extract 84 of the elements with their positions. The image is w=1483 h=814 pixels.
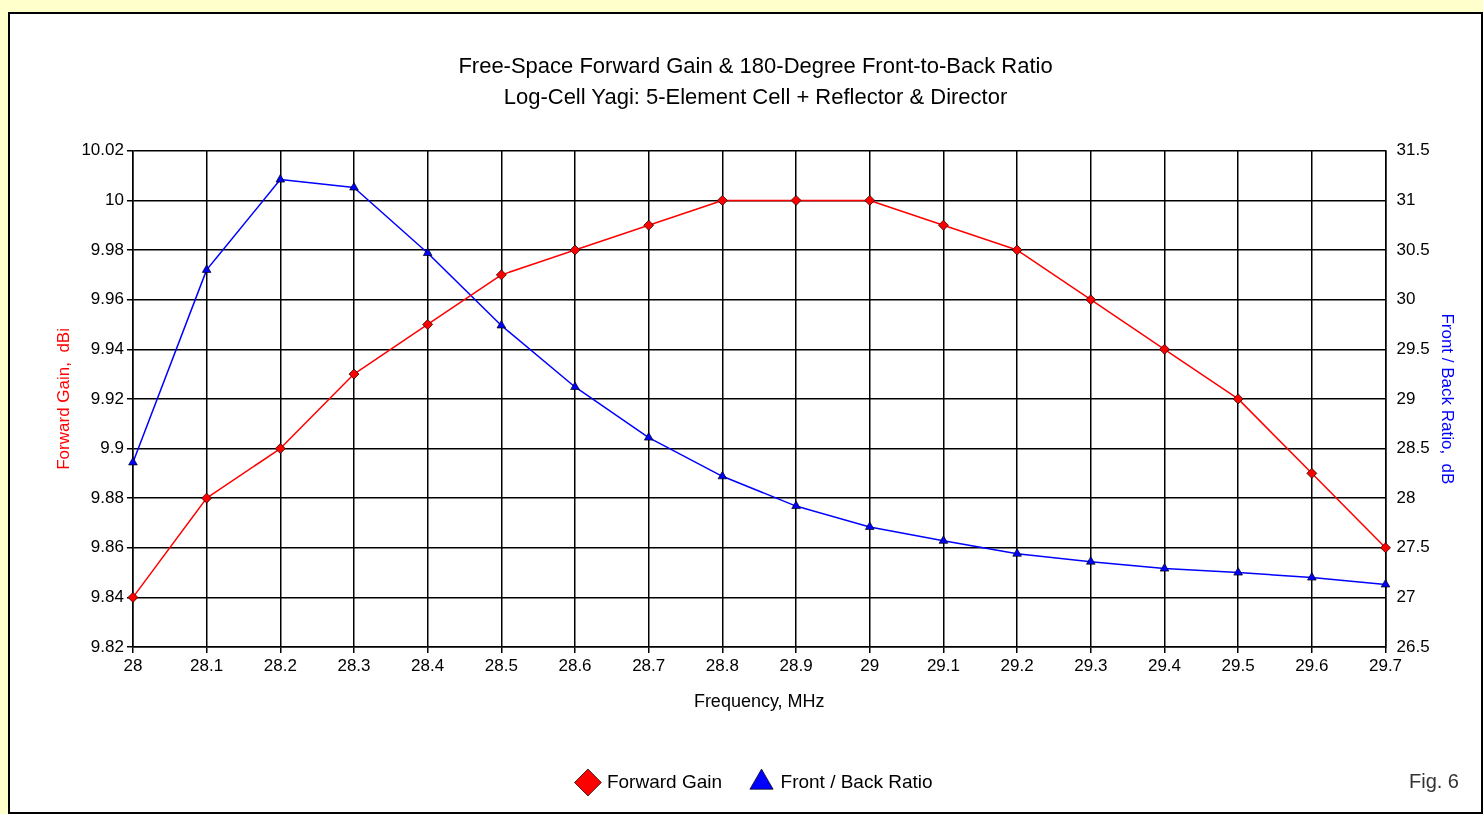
y-tick-label: 10 <box>105 190 124 210</box>
x-tick-label: 28.7 <box>632 655 666 675</box>
point <box>201 492 212 504</box>
point <box>1306 467 1318 479</box>
caption: Fig. 6 <box>1408 769 1459 792</box>
x-tick-label: 29.4 <box>1147 655 1182 675</box>
y-tick-label: 10.02 <box>81 140 124 160</box>
point <box>1380 542 1391 554</box>
point <box>127 592 139 603</box>
y2-tick-label: 28 <box>1396 487 1416 507</box>
x-tick-label: 29.2 <box>1000 655 1034 675</box>
x-tick-label: 28.2 <box>263 655 297 675</box>
point <box>864 195 876 206</box>
point <box>274 443 286 454</box>
point <box>1159 343 1170 355</box>
point <box>938 219 949 231</box>
point <box>569 244 581 256</box>
y2-tick-label: 29 <box>1396 388 1416 408</box>
y2-tick-label: 31.5 <box>1396 140 1430 160</box>
x-tick-label: 29 <box>860 655 880 675</box>
point <box>644 432 654 441</box>
point <box>1233 567 1243 576</box>
y2-tick-label: 27.5 <box>1396 537 1430 557</box>
y-tick-label: 9.82 <box>90 636 124 656</box>
y2-tick-label: 30 <box>1396 289 1416 309</box>
point <box>128 457 138 466</box>
point <box>1159 563 1170 572</box>
x-tick-label: 28.6 <box>558 655 592 675</box>
point <box>422 247 433 256</box>
point <box>275 174 285 183</box>
y-tick-label: 9.98 <box>90 239 124 259</box>
chart-subtitle: Log-Cell Yagi: 5-Element Cell + Reflector & Director <box>503 83 1008 109</box>
point <box>643 219 655 231</box>
point <box>201 264 212 273</box>
y-tick-label: 9.88 <box>90 487 124 507</box>
y-tick-label: 9.92 <box>90 388 124 408</box>
x-tick-label: 28.9 <box>779 655 813 675</box>
point <box>1380 579 1391 588</box>
y2-tick-label: 31 <box>1396 190 1416 210</box>
x-tick-label: 28.5 <box>484 655 518 675</box>
point <box>717 470 728 480</box>
y-tick-label: 9.96 <box>90 289 124 309</box>
y2-tick-label: 28.5 <box>1396 438 1430 458</box>
point <box>349 182 359 191</box>
y2-tick-label: 27 <box>1396 587 1416 607</box>
x-tick-label: 28 <box>123 655 143 675</box>
point <box>1086 556 1096 565</box>
point <box>570 381 580 390</box>
chart-title: Free-Space Forward Gain & 180-Degree Front-to-Back Ratio <box>458 53 1053 79</box>
x-tick-label: 29.3 <box>1074 655 1108 675</box>
y2-tick-label: 30.5 <box>1396 239 1430 259</box>
y2-tick-label: 29.5 <box>1396 338 1430 358</box>
x-tick-label: 28.1 <box>190 655 224 675</box>
x-axis-title: Frequency, MHz <box>693 691 825 712</box>
point <box>938 535 949 544</box>
point <box>1232 393 1244 405</box>
y2-tick-label: 26.5 <box>1396 636 1430 656</box>
point <box>496 269 507 281</box>
point <box>348 368 360 380</box>
y-tick-label: 9.9 <box>100 438 124 458</box>
x-tick-label: 28.8 <box>705 655 739 675</box>
x-tick-label: 29.5 <box>1221 655 1255 675</box>
point <box>717 195 728 206</box>
point <box>790 195 802 206</box>
point <box>791 500 801 509</box>
point <box>422 319 434 330</box>
point <box>1085 294 1097 306</box>
point <box>1012 548 1022 557</box>
point <box>496 320 507 329</box>
x-tick-label: 28.4 <box>411 655 445 675</box>
y-tick-label: 9.86 <box>90 537 124 557</box>
legend-label: Forward Gain <box>606 770 723 792</box>
x-tick-label: 29.1 <box>926 655 960 675</box>
x-tick-label: 29.7 <box>1368 655 1403 675</box>
x-tick-label: 29.6 <box>1295 655 1329 675</box>
y-tick-label: 9.94 <box>90 338 124 358</box>
point <box>865 521 875 530</box>
point <box>1307 572 1317 581</box>
x-tick-label: 28.3 <box>337 655 371 675</box>
y-tick-label: 9.84 <box>90 587 124 607</box>
y2-axis-title: Front / Back Ratio, dB <box>1438 313 1458 485</box>
legend-label: Front / Back Ratio <box>780 770 933 792</box>
y-axis-title: Forward Gain, dBi <box>53 328 73 470</box>
point <box>1011 244 1023 256</box>
